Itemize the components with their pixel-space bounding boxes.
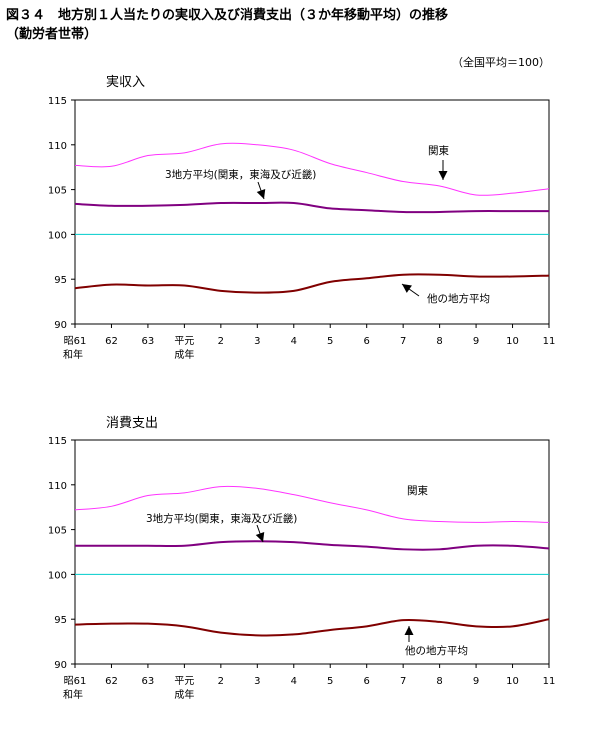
- y-tick-label: 110: [48, 141, 67, 152]
- y-tick-label: 100: [48, 570, 67, 581]
- annotation-label: 関東: [407, 484, 428, 497]
- x-tick-label: 和年: [63, 688, 83, 701]
- y-tick-label: 105: [48, 526, 67, 537]
- x-tick-label: 2: [218, 336, 224, 347]
- x-tick-label: 9: [473, 336, 479, 347]
- annotation-label: 関東: [428, 144, 449, 157]
- x-tick-label: 6: [364, 676, 370, 687]
- base-note: （全国平均＝100）: [452, 56, 550, 69]
- y-tick-label: 115: [48, 96, 67, 107]
- y-tick-label: 110: [48, 481, 67, 492]
- x-tick-label: 4: [291, 676, 297, 687]
- x-tick-label: 6: [364, 336, 370, 347]
- x-tick-label: 昭61: [64, 675, 87, 687]
- x-tick-label: 8: [436, 676, 442, 687]
- x-tick-label: 7: [400, 676, 406, 687]
- chart-title: 消費支出: [106, 416, 158, 431]
- figure-title: 図３４ 地方別１人当たりの実収入及び消費支出（３か年移動平均）の推移 （勤労者世…: [6, 6, 448, 44]
- plot-area: [74, 439, 550, 665]
- x-tick-label: 成年: [174, 348, 194, 361]
- x-tick-label: 平元: [174, 676, 194, 687]
- annotation-label: 他の地方平均: [427, 292, 490, 305]
- annotation-arrow: [256, 181, 266, 200]
- x-tick-label: 和年: [63, 348, 83, 361]
- x-tick-label: 63: [142, 676, 155, 687]
- x-tick-label: 7: [400, 336, 406, 347]
- x-tick-label: 昭61: [64, 335, 87, 347]
- annotation-arrow: [255, 524, 265, 543]
- x-tick-label: 63: [142, 336, 155, 347]
- annotation-arrow: [404, 626, 414, 642]
- annotation-arrow: [438, 160, 448, 180]
- chart-title: 実収入: [106, 74, 145, 90]
- x-tick-label: 11: [543, 336, 556, 347]
- x-tick-label: 平元: [174, 336, 194, 347]
- series-line-3: [74, 273, 550, 294]
- annotation-arrow: [401, 283, 420, 297]
- x-tick-label: 8: [436, 336, 442, 347]
- series-line-1: [74, 142, 550, 196]
- x-tick-label: 11: [543, 676, 556, 687]
- y-tick-label: 90: [54, 320, 67, 331]
- x-tick-label: 10: [506, 336, 519, 347]
- figure-title-line2: （勤労者世帯）: [6, 27, 98, 42]
- x-tick-label: 3: [254, 336, 260, 347]
- y-tick-label: 95: [54, 615, 67, 626]
- annotation-label: 3地方平均(関東，東海及び近畿): [146, 512, 297, 525]
- x-tick-label: 成年: [174, 688, 194, 701]
- y-tick-label: 95: [54, 275, 67, 286]
- y-tick-label: 90: [54, 660, 67, 671]
- x-tick-label: 10: [506, 676, 519, 687]
- figure-title-line1: 図３４ 地方別１人当たりの実収入及び消費支出（３か年移動平均）の推移: [6, 8, 449, 23]
- series-line-2: [74, 540, 550, 551]
- x-tick-label: 9: [473, 676, 479, 687]
- x-tick-label: 3: [254, 676, 260, 687]
- x-tick-label: 62: [105, 676, 118, 687]
- x-tick-label: 5: [327, 676, 333, 687]
- x-tick-label: 62: [105, 336, 118, 347]
- x-tick-label: 4: [291, 336, 297, 347]
- x-tick-label: 5: [327, 336, 333, 347]
- y-tick-label: 115: [48, 436, 67, 447]
- x-tick-label: 2: [218, 676, 224, 687]
- annotation-label: 3地方平均(関東，東海及び近畿): [165, 168, 316, 181]
- y-tick-label: 105: [48, 186, 67, 197]
- annotation-label: 他の地方平均: [405, 644, 468, 657]
- y-tick-label: 100: [48, 230, 67, 241]
- series-line-1: [74, 485, 550, 523]
- series-line-3: [74, 618, 550, 637]
- series-line-2: [74, 201, 549, 214]
